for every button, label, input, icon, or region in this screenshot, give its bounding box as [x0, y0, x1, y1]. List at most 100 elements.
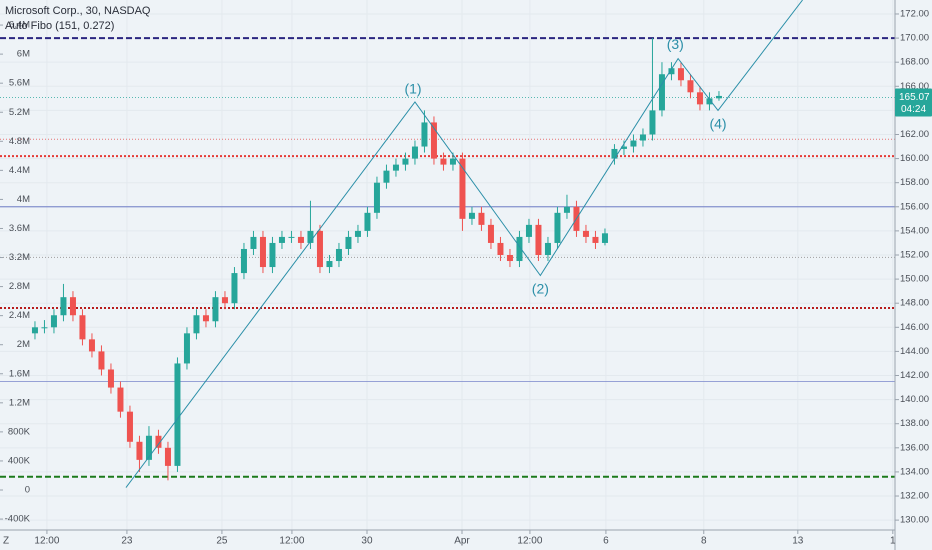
y-tick-label: 144.00 [900, 346, 929, 357]
y2-tick-label: 3.2M [9, 252, 30, 263]
candle-body [706, 98, 713, 105]
candle-body [354, 230, 361, 237]
y2-tick-label: 3.6M [9, 223, 30, 234]
x-tick-label: 25 [216, 536, 228, 547]
candle-body [487, 224, 494, 243]
y-tick-label: 160.00 [900, 153, 929, 164]
y2-tick-label: 800K [8, 426, 31, 437]
axes: 172.00170.00168.00166.00164.00162.00160.… [0, 8, 932, 547]
y-tick-label: 132.00 [900, 491, 929, 502]
candle-body [468, 212, 475, 219]
candle-body [554, 212, 561, 243]
y2-tick-label: 2.8M [9, 281, 30, 292]
candle-body [649, 110, 656, 135]
candle-body [411, 146, 418, 159]
candle-body [402, 158, 409, 165]
y-tick-label: 162.00 [900, 129, 929, 140]
candle-body [50, 315, 57, 328]
y2-tick-label: 4M [17, 194, 30, 205]
candle-body [478, 212, 485, 225]
candle-body [440, 158, 447, 165]
candle-body [544, 242, 551, 255]
wave-label: (2) [532, 281, 549, 297]
y-tick-label: 170.00 [900, 33, 929, 44]
candle-body [79, 315, 86, 340]
y-tick-label: 134.00 [900, 466, 929, 477]
candle-body [620, 146, 627, 149]
candle-body [202, 315, 209, 322]
x-tick-label: 12:00 [517, 536, 542, 547]
corner-label: Z [3, 536, 9, 547]
candle-body [459, 158, 466, 219]
y2-tick-label: 5.2M [9, 107, 30, 118]
candle-body [41, 327, 48, 329]
candles [31, 38, 722, 481]
candle-body [383, 170, 390, 183]
y-tick-label: 172.00 [900, 8, 929, 19]
x-tick-label: Apr [454, 536, 470, 547]
y-tick-label: 148.00 [900, 298, 929, 309]
candle-body [516, 236, 523, 262]
chart-title: Microsoft Corp., 30, NASDAQ [5, 5, 151, 17]
x-tick-label: 6 [603, 536, 609, 547]
candle-body [98, 351, 105, 370]
candle-body [687, 80, 694, 93]
x-tick-label: 30 [361, 536, 373, 547]
overlay: (1) (2) (3) (4) [125, 0, 803, 488]
candle-body [345, 236, 352, 249]
y2-tick-label: 2.4M [9, 310, 30, 321]
candle-body [288, 236, 295, 238]
candle-body [250, 236, 257, 249]
y2-tick-label: 6M [17, 49, 30, 60]
candle-body [582, 230, 589, 237]
last-price-label: 165.07 [899, 92, 930, 103]
y-tick-label: 138.00 [900, 418, 929, 429]
candle-body [658, 74, 665, 111]
last-price-box [895, 88, 932, 117]
candle-body [136, 441, 143, 460]
candle-body [31, 327, 38, 334]
x-tick-label: 1 [890, 536, 896, 547]
y-tick-label: 152.00 [900, 250, 929, 261]
candle-body [183, 333, 190, 364]
candle-body [563, 206, 570, 213]
candle-body [668, 68, 675, 75]
candle-body [60, 297, 67, 316]
candle-body [601, 233, 608, 243]
candle-body [696, 92, 703, 105]
y-tick-label: 166.00 [900, 81, 929, 92]
candle-body [107, 369, 114, 388]
y-tick-label: 136.00 [900, 442, 929, 453]
candle-body [174, 363, 181, 466]
candle-body [193, 315, 200, 334]
y2-tick-label: 6.4M [9, 20, 30, 31]
y2-tick-label: 2M [17, 339, 30, 350]
y-tick-label: 140.00 [900, 394, 929, 405]
y2-tick-label: 1.6M [9, 368, 30, 379]
candle-body [639, 134, 646, 141]
y2-tick-label: 4.8M [9, 136, 30, 147]
candle-body [126, 411, 133, 442]
y-tick-label: 168.00 [900, 57, 929, 68]
candle-body [326, 261, 333, 268]
wave-label: (4) [709, 116, 726, 132]
candle-body [715, 95, 722, 99]
candle-body [497, 242, 504, 255]
candle-body [259, 236, 266, 268]
y-tick-label: 154.00 [900, 225, 929, 236]
x-tick-label: 12:00 [279, 536, 304, 547]
y-tick-label: 150.00 [900, 274, 929, 285]
y2-tick-label: 0 [25, 485, 30, 496]
wave-line [125, 0, 803, 488]
candle-body [231, 273, 238, 304]
candle-body [297, 236, 304, 243]
x-tick-label: 12:00 [34, 536, 59, 547]
wave-label: (1) [404, 81, 421, 97]
candle-body [364, 212, 371, 231]
y-tick-label: 156.00 [900, 201, 929, 212]
candle-body [316, 230, 323, 268]
countdown-label: 04:24 [901, 104, 926, 115]
candle-body [88, 339, 95, 352]
